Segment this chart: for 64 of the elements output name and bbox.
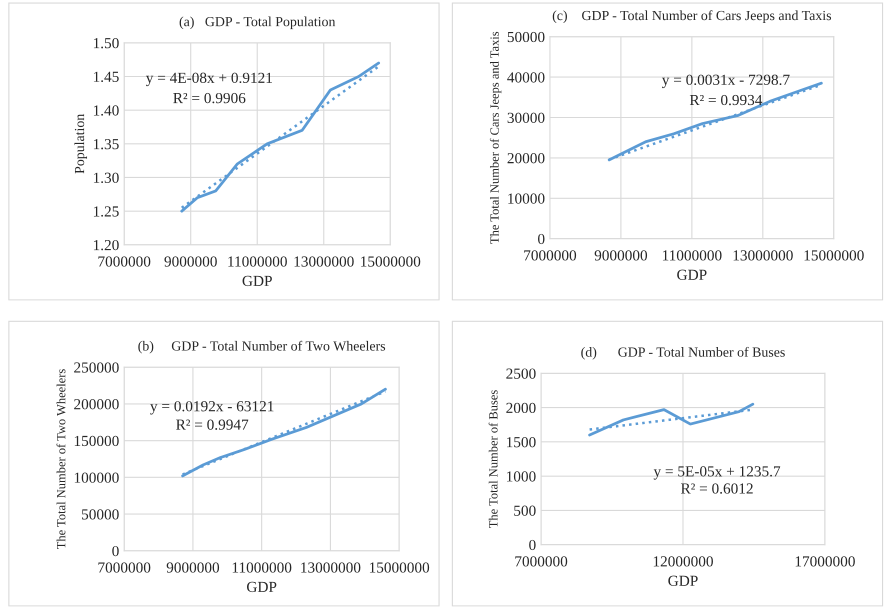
annotation: R² = 0.9906 (173, 92, 246, 104)
chart-title: (c) GDP - Total Number of Cars Jeeps and Taxis (552, 10, 832, 24)
x-tick-label: 17000000 (796, 556, 855, 567)
chart-title: (b) GDP - Total Number of Two Wheelers (138, 340, 386, 354)
x-axis-title: GDP (668, 576, 698, 586)
x-tick-label: 11000000 (232, 562, 292, 573)
y-tick-label: 50000 (508, 32, 544, 42)
y-tick-label: 0 (529, 540, 536, 550)
x-tick-label: 13000000 (301, 562, 360, 573)
x-tick-label: 11000000 (228, 256, 287, 267)
y-tick-label: 0 (112, 546, 119, 556)
y-tick-label: 0 (538, 234, 544, 244)
x-tick-label: 9000000 (164, 256, 217, 267)
annotation: y = 4E-08x + 0.9121 (146, 72, 272, 86)
chart-title: (a) GDP - Total Population (180, 16, 336, 30)
annotation: R² = 0.6012 (680, 483, 753, 494)
y-axis-title: The Total Number of Buses (488, 390, 498, 528)
y-tick-label: 1.45 (94, 72, 119, 82)
annotation: R² = 0.9934 (690, 94, 762, 106)
y-tick-label: 2500 (506, 368, 536, 379)
annotation: y = 0.0192x - 63121 (150, 401, 274, 415)
y-tick-label: 1.30 (94, 172, 119, 183)
x-tick-label: 7000000 (524, 250, 576, 261)
x-axis-title: GDP (247, 582, 276, 592)
x-tick-label: 11000000 (662, 250, 722, 261)
annotation: y = 0.0031x - 7298.7 (662, 74, 790, 88)
x-tick-label: 13000000 (734, 250, 793, 261)
x-tick-label: 7000000 (98, 562, 150, 573)
y-axis-title: The Total Number of Two Wheelers (56, 369, 66, 550)
x-tick-label: 9000000 (166, 562, 220, 573)
x-tick-label: 9000000 (594, 250, 648, 261)
y-tick-label: 40000 (507, 72, 544, 83)
x-tick-label: 15000000 (361, 256, 420, 267)
annotation: R² = 0.9947 (176, 419, 248, 430)
y-tick-label: 1.35 (94, 139, 119, 150)
y-tick-label: 1000 (506, 471, 536, 482)
y-tick-label: 150000 (74, 436, 119, 446)
y-tick-label: 1.20 (94, 240, 119, 250)
x-tick-label: 7000000 (98, 256, 150, 267)
y-tick-label: 20000 (508, 153, 544, 164)
y-tick-label: 1500 (506, 437, 536, 448)
y-tick-label: 250000 (74, 362, 119, 373)
y-tick-label: 200000 (74, 399, 119, 410)
x-tick-label: 12000000 (654, 556, 713, 567)
y-tick-label: 1.25 (94, 206, 119, 217)
chart-title: (d) GDP - Total Number of Buses (581, 346, 785, 360)
x-tick-label: 13000000 (294, 256, 354, 267)
line-series (588, 402, 754, 436)
annotation: y = 5E-05x + 1235.7 (654, 466, 780, 480)
y-tick-label: 50000 (82, 509, 119, 520)
y-tick-label: 2000 (506, 402, 536, 414)
x-axis-title: GDP (677, 270, 707, 280)
y-axis-title: The Total Number of Cars Jeeps and Taxis (490, 32, 502, 244)
x-tick-label: 15000000 (370, 562, 430, 573)
y-tick-label: 1.50 (94, 38, 119, 48)
x-tick-label: 7000000 (515, 556, 568, 567)
x-axis-title: GDP (242, 276, 272, 286)
y-tick-label: 500 (514, 506, 536, 516)
y-tick-label: 100000 (74, 472, 119, 483)
y-tick-label: 10000 (508, 193, 544, 204)
y-tick-label: 1.40 (94, 105, 119, 116)
x-tick-label: 15000000 (804, 250, 864, 261)
y-tick-label: 30000 (508, 112, 544, 123)
y-axis-title: Population (74, 114, 88, 174)
